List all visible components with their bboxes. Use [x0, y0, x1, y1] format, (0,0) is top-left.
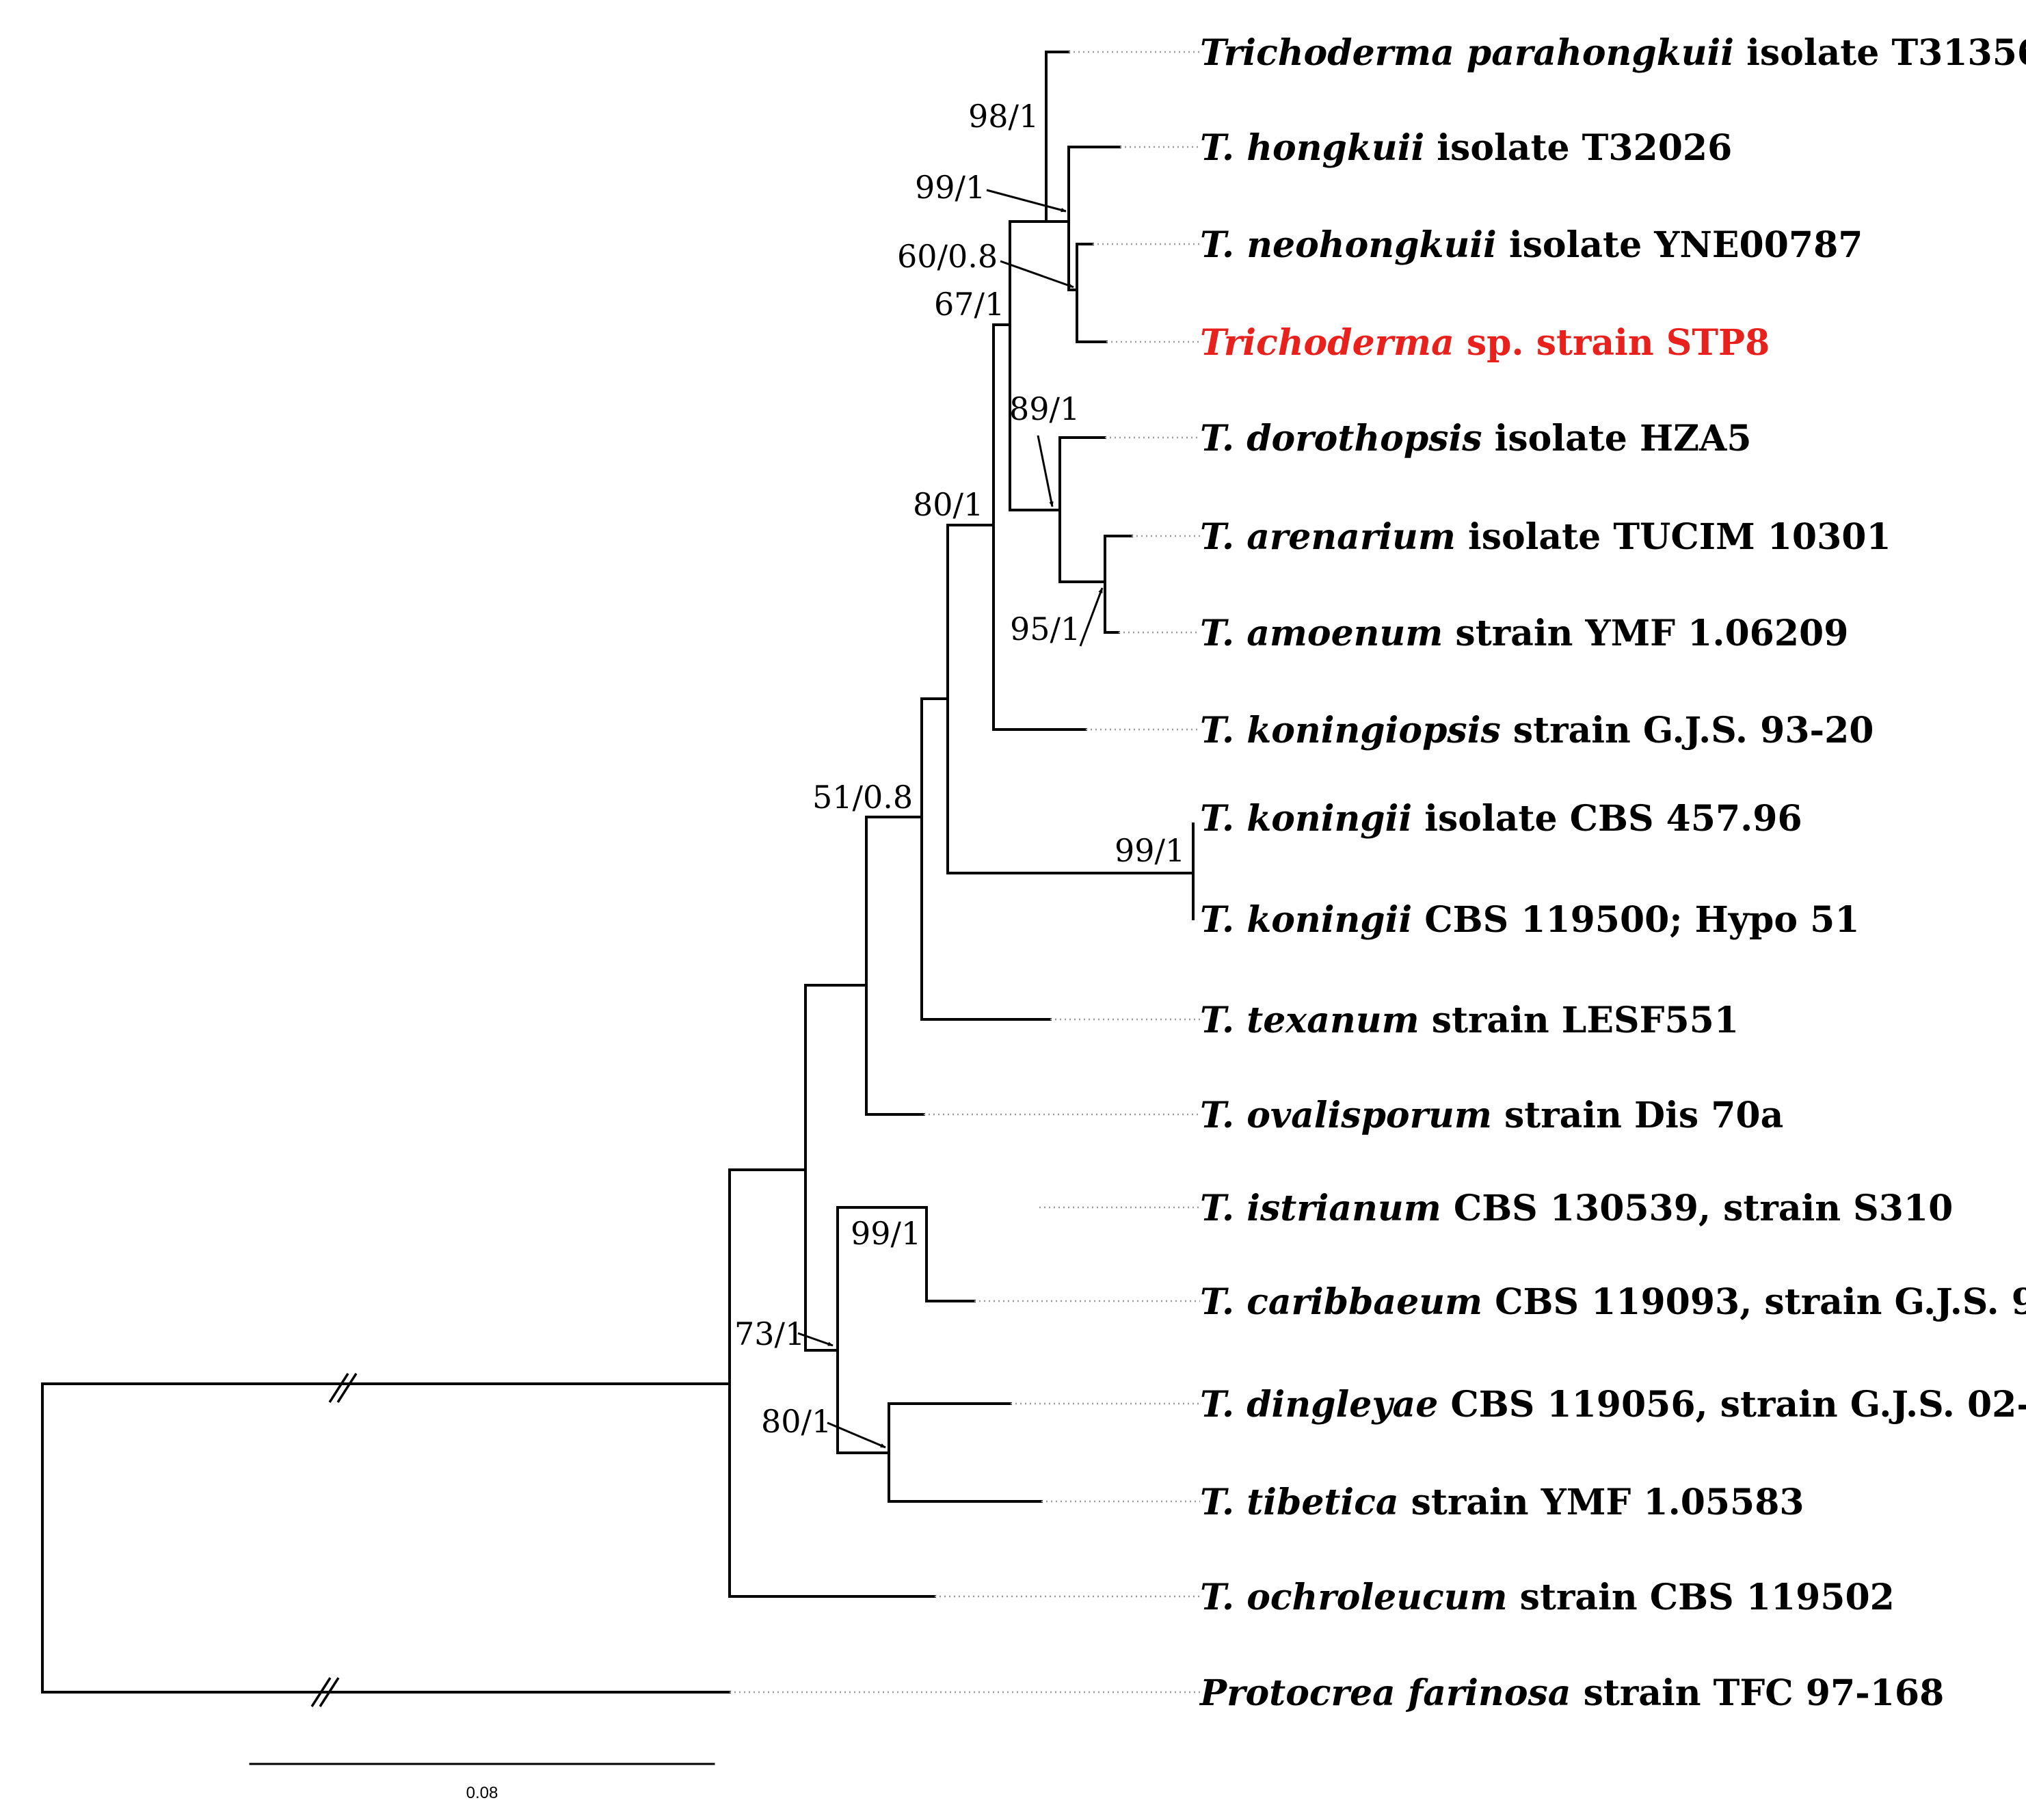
strain-name: isolate TUCIM 10301 [1456, 516, 1891, 558]
tip-guides [730, 51, 1200, 1694]
species-name: T. neohongkuii [1200, 224, 1497, 266]
support-hongkuii-clade: 99/1 [915, 169, 985, 206]
support-koningiopsis-group: 80/1 [913, 486, 983, 523]
strain-name: strain Dis 70a [1492, 1095, 1783, 1136]
tip-label: T. koningii CBS 119500; Hypo 51 [1200, 899, 1860, 941]
tip-label-highlighted: Trichoderma sp. strain STP8 [1200, 322, 1770, 364]
support-dorothopsis-clade: 89/1 [1009, 390, 1080, 427]
support-texanum-group: 51/0.8 [812, 779, 913, 816]
species-name: Trichoderma [1200, 322, 1454, 364]
strain-name: CBS 130539, strain S310 [1441, 1188, 1954, 1229]
strain-name: strain G.J.S. 93-20 [1501, 710, 1874, 751]
strain-name: strain LESF551 [1419, 1000, 1739, 1041]
support-dingleyae-tibetica: 80/1 [761, 1403, 831, 1440]
support-labels: 98/1 99/1 60/0.8 67/1 89/1 80/1 95/1 99/… [734, 98, 1185, 1440]
species-name: T. tibetica [1200, 1482, 1399, 1523]
strain-name: sp. strain STP8 [1454, 322, 1770, 364]
tip-label: T. texanum strain LESF551 [1200, 1000, 1739, 1041]
tip-label: T. tibetica strain YMF 1.05583 [1200, 1482, 1804, 1523]
tip-label: Trichoderma parahongkuii isolate T31356 [1200, 32, 2026, 74]
strain-name: isolate HZA5 [1482, 418, 1752, 459]
scale-bar-label: 0.08 [466, 1784, 498, 1802]
tip-label: T. koningii isolate CBS 457.96 [1200, 798, 1802, 840]
species-name: Protocrea farinosa [1199, 1672, 1571, 1714]
tip-label: T. neohongkuii isolate YNE00787 [1200, 224, 1863, 266]
support-parahongkuii-clade: 98/1 [968, 98, 1039, 135]
tip-label: T. ovalisporum strain Dis 70a [1200, 1095, 1783, 1136]
tip-label: T. arenarium isolate TUCIM 10301 [1200, 516, 1891, 558]
support-arrows [797, 189, 1104, 1449]
support-lower-group: 73/1 [734, 1315, 805, 1352]
strain-name: isolate CBS 457.96 [1412, 798, 1802, 840]
species-name: T. istrianum [1200, 1188, 1441, 1229]
species-name: T. dingleyae [1200, 1384, 1438, 1426]
strain-name: isolate YNE00787 [1497, 224, 1863, 266]
tip-label: T. dorothopsis isolate HZA5 [1200, 418, 1752, 459]
species-name: T. ochroleucum [1200, 1577, 1508, 1618]
species-name: T. dorothopsis [1200, 418, 1482, 459]
species-name: T. koningii [1200, 899, 1412, 941]
support-neohongkuii-stp8: 60/0.8 [897, 238, 998, 275]
strain-name: strain TFC 97-168 [1571, 1672, 1945, 1714]
species-name: T. koningiopsis [1200, 710, 1501, 751]
strain-name: isolate T32026 [1424, 127, 1732, 169]
arrow-hongkuii-clade [986, 189, 1067, 213]
tip-label: T. koningiopsis strain G.J.S. 93-20 [1200, 710, 1874, 751]
species-name: T. koningii [1200, 798, 1412, 840]
branches [41, 51, 1195, 1694]
strain-name: strain CBS 119502 [1508, 1577, 1895, 1618]
arrow-dorothopsis-clade [1037, 435, 1054, 507]
branch-breaks [310, 1373, 358, 1707]
support-arenarium-amoenum: 95/1 [1010, 611, 1080, 647]
arrow-neohongkuii-stp8 [1000, 260, 1074, 289]
scale-bar: 0.08 [249, 1763, 715, 1802]
species-name: Trichoderma parahongkuii [1200, 32, 1734, 74]
strain-name: CBS 119056, strain G.J.S. 02-50 [1438, 1384, 2026, 1426]
tip-label: Protocrea farinosa strain TFC 97-168 [1199, 1672, 1944, 1714]
tip-label: T. dingleyae CBS 119056, strain G.J.S. 0… [1200, 1384, 2026, 1426]
tip-label: T. ochroleucum strain CBS 119502 [1200, 1577, 1895, 1618]
species-name: T. amoenum [1200, 613, 1443, 654]
support-upper-group: 67/1 [934, 286, 1004, 323]
species-name: T. hongkuii [1200, 127, 1424, 169]
arrow-arenarium-amoenum [1079, 587, 1104, 647]
tip-label: T. caribbaeum CBS 119093, strain G.J.S. … [1200, 1281, 2026, 1323]
tip-label: T. istrianum CBS 130539, strain S310 [1200, 1188, 1953, 1229]
species-name: T. caribbaeum [1200, 1281, 1482, 1323]
species-name: T. ovalisporum [1200, 1095, 1492, 1136]
support-koningii-pair: 99/1 [1115, 832, 1185, 869]
strain-name: isolate T31356 [1734, 32, 2026, 74]
tip-label: T. hongkuii isolate T32026 [1200, 127, 1732, 169]
strain-name: CBS 119093, strain G.J.S. 97-3 [1482, 1281, 2026, 1323]
tip-label: T. amoenum strain YMF 1.06209 [1200, 613, 1848, 654]
tip-labels: Trichoderma parahongkuii isolate T31356 … [1199, 32, 2026, 1714]
strain-name: strain YMF 1.05583 [1399, 1482, 1804, 1523]
arrow-lower-group [797, 1332, 834, 1347]
species-name: T. arenarium [1200, 516, 1456, 558]
arrow-dingleyae-tibetica [827, 1421, 886, 1449]
strain-name: strain YMF 1.06209 [1443, 613, 1848, 654]
species-name: T. texanum [1200, 1000, 1419, 1041]
support-istrianum-caribbaeum: 99/1 [851, 1215, 921, 1252]
strain-name: CBS 119500; Hypo 51 [1412, 899, 1859, 941]
